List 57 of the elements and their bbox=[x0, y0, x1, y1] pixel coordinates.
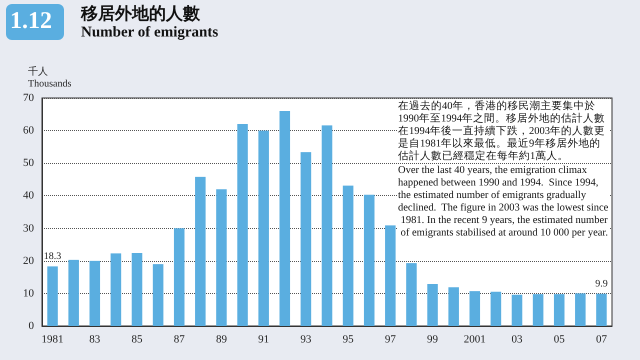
annotation: 在過去的40年，香港的移民潮主要集中於1990年至1994年之間。移居外地的估計人數在1994年後一直持續下跌，2003年的人數更是自1981年以來最低。最近9年移居外地的估計人數已經穩定在每年約1萬人。 bbox=[398, 98, 605, 162]
y-tick-label: 0 bbox=[28, 320, 34, 332]
bar bbox=[490, 292, 502, 326]
bar bbox=[152, 264, 164, 326]
y-tick-label: 30 bbox=[23, 222, 34, 234]
x-tick-label: 2001 bbox=[464, 334, 486, 346]
bar bbox=[448, 287, 459, 326]
y-tick-label: 60 bbox=[23, 124, 34, 137]
bar bbox=[322, 125, 332, 326]
annotation: Over the last 40 years, the emigration climax happened between 1990 and 1994. Since 1994, the estimated number of emigrants gradually declined. The figure in 2003 was the lowest since 1981. In the recent 9 years, the estimated number of emigrants stabilised at around 10 000 per year. bbox=[398, 164, 609, 238]
bar bbox=[195, 176, 206, 326]
x-tick-label: 91 bbox=[258, 334, 270, 346]
text: 1.12 bbox=[10, 8, 52, 34]
bar bbox=[385, 225, 396, 326]
x-tick-label: 05 bbox=[554, 334, 566, 346]
bar bbox=[68, 260, 79, 326]
chart-title: 移居外地的人數 bbox=[80, 4, 201, 23]
bar bbox=[554, 294, 564, 326]
bar bbox=[258, 130, 269, 326]
bar bbox=[132, 253, 142, 326]
y-tick-label: 20 bbox=[23, 254, 34, 267]
x-tick-label: 97 bbox=[384, 334, 396, 346]
chart-subtitle: Number of emigrants bbox=[81, 24, 218, 40]
bar bbox=[174, 228, 184, 326]
data-label: 18.3 bbox=[44, 250, 62, 262]
x-tick-label: 1981 bbox=[42, 334, 64, 346]
x-tick-label: 03 bbox=[512, 334, 523, 346]
bar bbox=[237, 124, 248, 326]
bar bbox=[342, 186, 354, 326]
x-tick-label: 83 bbox=[89, 334, 101, 346]
x-tick-label: 89 bbox=[216, 334, 228, 346]
bar bbox=[300, 152, 312, 326]
bar bbox=[470, 291, 480, 326]
bar bbox=[364, 194, 374, 326]
x-tick-label: 87 bbox=[174, 334, 186, 346]
x-tick-label: 99 bbox=[427, 334, 439, 346]
bar bbox=[427, 284, 438, 326]
y-tick-label: 70 bbox=[23, 92, 34, 104]
x-tick-label: 85 bbox=[132, 334, 143, 346]
y-axis-title: 千人 Thousands bbox=[28, 66, 72, 90]
bar bbox=[110, 253, 122, 326]
y-tick-label: 40 bbox=[23, 190, 34, 202]
bar bbox=[596, 294, 607, 326]
bar bbox=[280, 111, 290, 326]
bar bbox=[406, 263, 417, 326]
bar bbox=[90, 260, 100, 326]
bar bbox=[532, 294, 544, 326]
bar bbox=[575, 293, 586, 326]
y-tick-label: 10 bbox=[23, 287, 34, 300]
x-tick-label: 95 bbox=[342, 334, 354, 346]
y-tick-label: 50 bbox=[23, 157, 34, 170]
data-label: 9.9 bbox=[595, 278, 608, 290]
bar bbox=[512, 294, 522, 326]
bar bbox=[216, 189, 227, 326]
x-tick-label: 07 bbox=[596, 334, 608, 346]
bar bbox=[47, 266, 58, 326]
x-tick-label: 93 bbox=[300, 334, 312, 346]
